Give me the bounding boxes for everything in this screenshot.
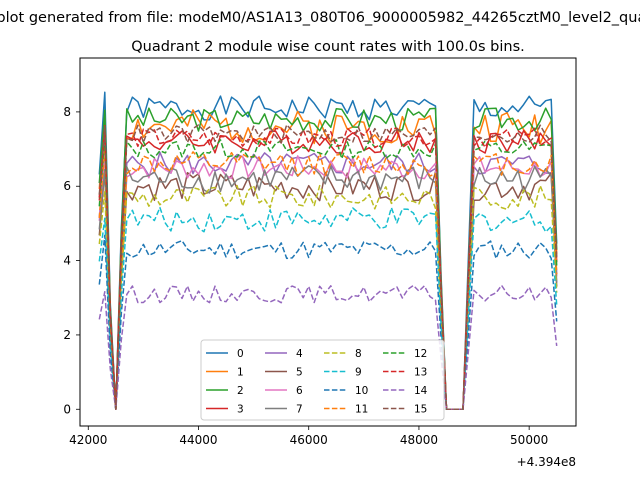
x-offset-label: +4.394e8	[517, 455, 576, 469]
legend-label-6: 6	[296, 385, 303, 397]
y-tick-label: 8	[63, 105, 71, 119]
figure-suptitle: Light curve plot generated from file: mo…	[0, 10, 640, 26]
series-line-12	[98, 134, 558, 411]
y-axis: 0 2 4 6 8	[63, 105, 80, 416]
x-axis: 42000 44000 46000 48000 50000	[69, 426, 548, 447]
series-line-5	[98, 169, 558, 411]
x-tick-label: 44000	[179, 433, 217, 447]
y-tick-label: 4	[63, 254, 71, 268]
series-line-9	[98, 206, 558, 411]
series-line-11	[98, 146, 558, 411]
legend-label-8: 8	[355, 348, 362, 360]
legend-label-5: 5	[296, 367, 303, 379]
series-line-10	[98, 234, 558, 411]
legend-label-9: 9	[355, 367, 362, 379]
chart-title: Quadrant 2 module wise count rates with …	[131, 39, 525, 55]
legend-label-15: 15	[414, 404, 427, 416]
series-line-7	[98, 165, 558, 411]
legend-label-13: 13	[414, 367, 427, 379]
legend-label-14: 14	[414, 385, 428, 397]
legend-label-12: 12	[414, 348, 427, 360]
legend-label-7: 7	[296, 404, 303, 416]
series-line-15	[98, 124, 558, 411]
legend-box	[200, 339, 445, 421]
x-tick-label: 46000	[290, 433, 328, 447]
legend-label-3: 3	[237, 404, 244, 416]
series-layer	[98, 91, 558, 411]
legend-label-2: 2	[237, 385, 244, 397]
series-line-2	[98, 107, 558, 411]
x-tick-label: 50000	[510, 433, 548, 447]
y-tick-label: 2	[63, 328, 71, 342]
legend-label-10: 10	[355, 385, 368, 397]
x-tick-label: 42000	[69, 433, 107, 447]
series-line-6	[98, 153, 558, 411]
legend-label-11: 11	[355, 404, 368, 416]
series-line-3	[98, 129, 558, 411]
legend-label-4: 4	[296, 348, 303, 360]
series-line-14	[98, 284, 558, 411]
x-tick-label: 48000	[400, 433, 438, 447]
legend-label-0: 0	[237, 348, 244, 360]
plot-frame	[79, 57, 577, 427]
y-tick-label: 6	[63, 179, 71, 193]
series-line-13	[98, 124, 558, 411]
y-tick-label: 0	[63, 402, 71, 416]
legend-label-1: 1	[237, 367, 244, 379]
series-line-8	[98, 184, 558, 411]
series-line-0	[98, 91, 558, 411]
